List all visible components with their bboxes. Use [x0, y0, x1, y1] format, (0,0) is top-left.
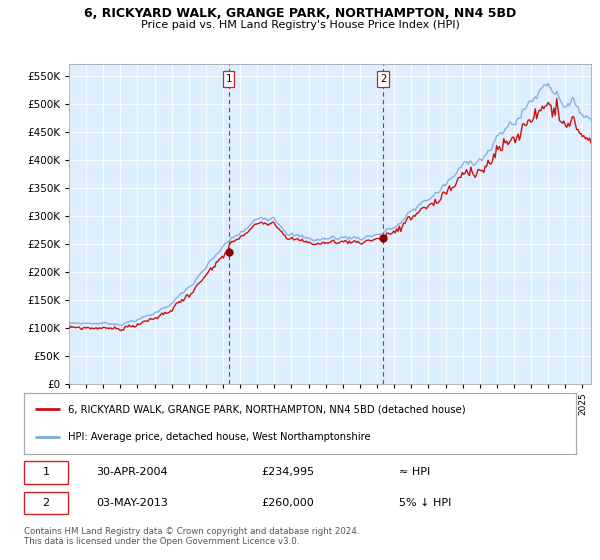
- Text: ≈ HPI: ≈ HPI: [400, 468, 431, 478]
- FancyBboxPatch shape: [24, 461, 68, 483]
- Text: 2: 2: [43, 498, 50, 507]
- Text: 5% ↓ HPI: 5% ↓ HPI: [400, 498, 452, 507]
- Text: £260,000: £260,000: [262, 498, 314, 507]
- Text: 6, RICKYARD WALK, GRANGE PARK, NORTHAMPTON, NN4 5BD (detached house): 6, RICKYARD WALK, GRANGE PARK, NORTHAMPT…: [68, 404, 466, 414]
- Text: 6, RICKYARD WALK, GRANGE PARK, NORTHAMPTON, NN4 5BD: 6, RICKYARD WALK, GRANGE PARK, NORTHAMPT…: [84, 7, 516, 20]
- Text: £234,995: £234,995: [262, 468, 314, 478]
- Text: 30-APR-2004: 30-APR-2004: [96, 468, 167, 478]
- FancyBboxPatch shape: [24, 492, 68, 514]
- Text: 1: 1: [226, 74, 232, 84]
- Text: HPI: Average price, detached house, West Northamptonshire: HPI: Average price, detached house, West…: [68, 432, 371, 442]
- Text: 03-MAY-2013: 03-MAY-2013: [96, 498, 167, 507]
- Text: 1: 1: [43, 468, 50, 478]
- Text: Contains HM Land Registry data © Crown copyright and database right 2024.
This d: Contains HM Land Registry data © Crown c…: [24, 526, 359, 546]
- Text: 2: 2: [380, 74, 386, 84]
- Text: Price paid vs. HM Land Registry's House Price Index (HPI): Price paid vs. HM Land Registry's House …: [140, 20, 460, 30]
